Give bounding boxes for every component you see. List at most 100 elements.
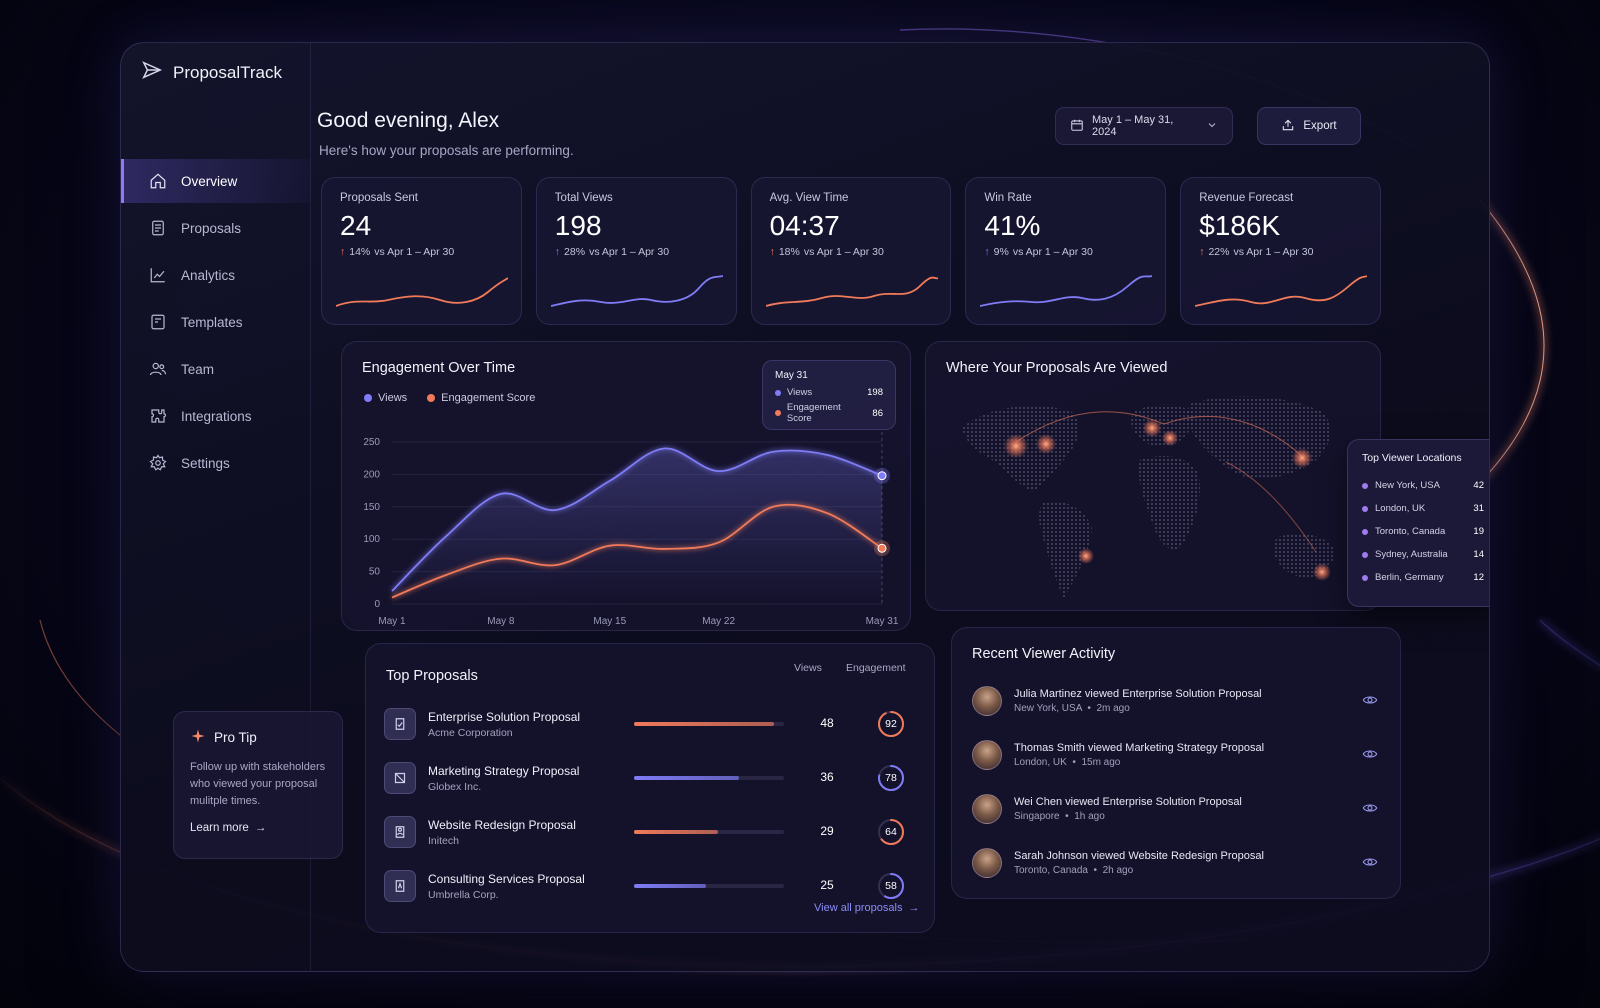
views-bar-fill [634,722,774,726]
series-line-engagement-score[interactable] [391,503,883,599]
date-range-value: May 1 – May 31, 2024 [1092,114,1174,138]
activity-item[interactable]: Sarah Johnson viewed Website Redesign Pr… [972,838,1392,888]
activity-meta: London, UK • 15m ago [1014,757,1121,768]
location-row[interactable]: New York, USA 42 [1362,474,1484,497]
hotspot[interactable] [1078,548,1094,564]
kpi-compare: vs Apr 1 – Apr 30 [374,246,455,258]
viewer-action: viewed Enterprise Solution Proposal [1065,796,1242,808]
x-tick-label: May 22 [702,616,735,627]
kpi-win-rate[interactable]: Win Rate 41% ↑ 9% vs Apr 1 – Apr 30 [965,177,1167,325]
location-count: 31 [1473,503,1484,514]
export-label: Export [1303,120,1337,132]
proposal-company: Globex Inc. [428,780,482,793]
sidebar-nav: Overview Proposals Analytics Templates T… [121,159,311,488]
activity-item[interactable]: Thomas Smith viewed Marketing Strategy P… [972,730,1392,780]
legend-item-views[interactable]: Views [364,392,407,404]
sidebar-item-settings[interactable]: Settings [121,441,311,485]
brand[interactable]: ProposalTrack [141,59,282,86]
viewer-location: London, UK [1014,757,1067,768]
location-row[interactable]: Toronto, Canada 19 [1362,520,1484,543]
kpi-proposals-sent[interactable]: Proposals Sent 24 ↑ 14% vs Apr 1 – Apr 30 [321,177,522,325]
calendar-icon [1070,118,1084,135]
activity-meta: New York, USA • 2m ago [1014,703,1130,714]
views-bar-track [634,722,784,726]
home-icon [149,172,167,190]
chart-icon [149,266,167,284]
views-bar-fill [634,776,739,780]
continent-europe [1131,404,1193,448]
eye-icon[interactable] [1362,854,1378,875]
hotspot[interactable] [1162,430,1178,446]
location-row[interactable]: Berlin, Germany 12 [1362,566,1484,589]
kpi-revenue-forecast[interactable]: Revenue Forecast $186K ↑ 22% vs Apr 1 – Ap… [1180,177,1381,325]
export-button[interactable]: Export [1257,107,1361,145]
hotspot[interactable] [1004,434,1028,458]
hotspot[interactable] [1292,448,1312,468]
location-row[interactable]: London, UK 31 [1362,497,1484,520]
kpi-delta: ↑ 28% vs Apr 1 – Apr 30 [555,246,718,258]
table-row[interactable]: Website Redesign Proposal Initech 29 64 [384,808,924,856]
dashboard-window: ProposalTrack Overview Proposals Analyti… [120,42,1490,972]
hotspot[interactable] [1143,419,1161,437]
kpi-sparkline [1195,275,1368,307]
proposal-document-icon [384,816,416,848]
avatar [972,848,1002,878]
legend-item-engagement[interactable]: Engagement Score [427,392,535,404]
x-tick-label: May 31 [866,616,899,627]
hotspot[interactable] [1036,434,1056,454]
table-row[interactable]: Consulting Services Proposal Umbrella Cor… [384,862,924,910]
engagement-ring [878,819,904,845]
data-point[interactable] [877,471,887,481]
kpi-avg-view-time[interactable]: Avg. View Time 04:37 ↑ 18% vs Apr 1 – Apr … [750,177,952,325]
kpi-total-views[interactable]: Total Views 198 ↑ 28% vs Apr 1 – Apr 30 [535,177,737,325]
sidebar-item-team[interactable]: Team [121,347,311,391]
sidebar-item-proposals[interactable]: Proposals [121,206,311,250]
pro-tip-title: Pro Tip [214,730,257,745]
map-panel: Where Your Proposals Are Viewed [925,341,1381,611]
learn-more-link[interactable]: Learn more → [190,822,326,834]
table-row[interactable]: Enterprise Solution Proposal Acme Corpora… [384,700,924,748]
top-locations-card: Top Viewer Locations New York, USA 42 Lon… [1347,439,1489,607]
kpi-value: 24 [340,210,372,241]
location-name: London, UK [1375,503,1426,514]
sidebar-item-analytics[interactable]: Analytics [121,253,311,297]
activity-time: 15m ago [1081,757,1121,768]
world-map[interactable] [926,342,1382,612]
view-all-proposals-link[interactable]: View all proposals → [814,902,919,914]
kpi-compare: vs Apr 1 – Apr 30 [1012,246,1093,258]
sidebar-item-integrations[interactable]: Integrations [121,394,311,438]
eye-icon[interactable] [1362,692,1378,713]
eye-icon[interactable] [1362,746,1378,767]
engagement-chart-panel: 0 50 100 150 200 250 May 1 May 8 May 15 May 22 May… [341,341,911,631]
arrow-right-icon: → [254,822,267,834]
activity-item[interactable]: Wei Chen viewed Enterprise Solution Prop… [972,784,1392,834]
y-tick-label: 250 [363,437,380,448]
views-bar-track [634,830,784,834]
viewer-action: viewed Website Redesign Proposal [1091,850,1264,862]
activity-item[interactable]: Julia Martinez viewed Enterprise Solutio… [972,676,1392,726]
arrow-up-icon: ↑ [554,246,561,258]
engagement-chart[interactable]: 0 50 100 150 200 250 May 1 May 8 May 15 May 22 May… [342,342,912,632]
kpi-sparkline [765,276,938,307]
sidebar-item-templates[interactable]: Templates [121,300,311,344]
paper-plane-icon [141,59,163,86]
kpi-compare: vs Apr 1 – Apr 30 [589,246,670,258]
eye-icon[interactable] [1362,800,1378,821]
hotspot[interactable] [1313,563,1331,581]
proposal-document-icon [384,870,416,902]
series-line-views[interactable] [391,447,883,592]
sidebar-item-overview[interactable]: Overview [121,159,311,203]
proposal-company: Acme Corporation [428,726,513,739]
engagement-ring [878,711,904,737]
activity-line: Wei Chen viewed Enterprise Solution Prop… [1014,796,1242,808]
date-range-picker[interactable]: May 1 – May 31, 2024 [1055,107,1233,145]
kpi-delta-value: 18% [778,246,800,258]
proposal-name: Consulting Services Proposal [428,871,585,886]
data-point[interactable] [877,543,887,553]
kpi-delta: ↑ 22% vs Apr 1 – Apr 30 [1199,246,1362,258]
location-row[interactable]: Sydney, Australia 14 [1362,543,1484,566]
x-tick-label: May 15 [593,616,626,627]
table-row[interactable]: Marketing Strategy Proposal Globex Inc. 36… [384,754,924,802]
sidebar-item-label: Templates [181,314,243,330]
kpi-delta-value: 9% [993,246,1009,258]
